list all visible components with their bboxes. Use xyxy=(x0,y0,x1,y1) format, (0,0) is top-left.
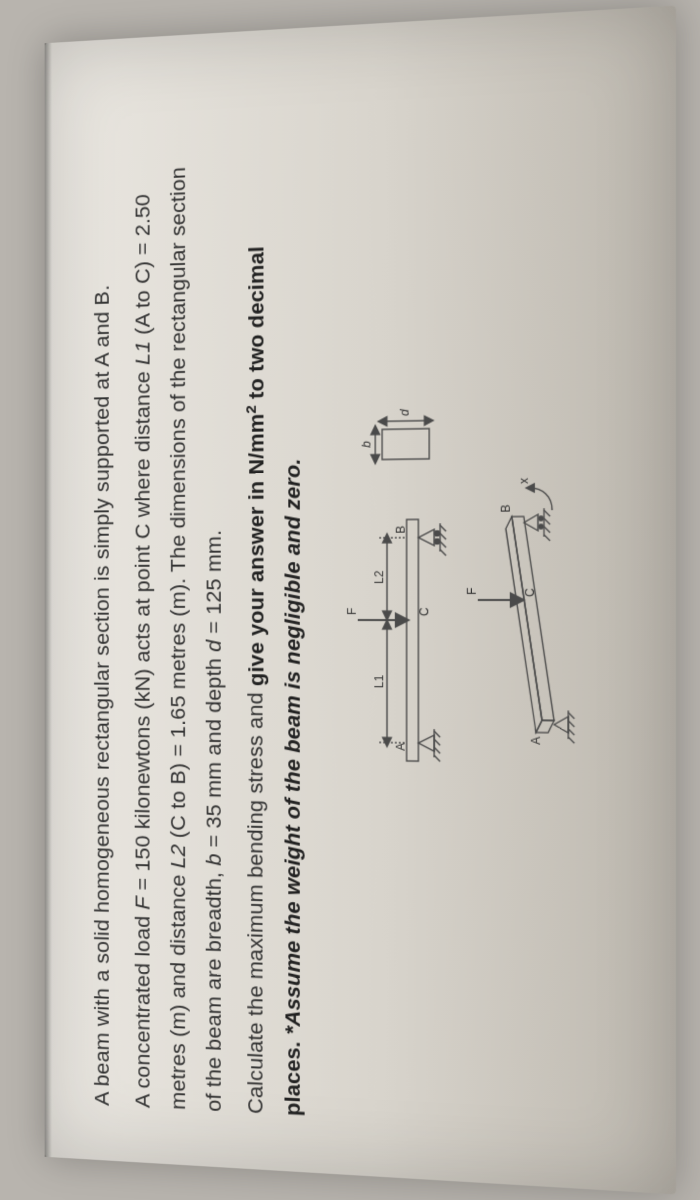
p5a: Calculate the maximum bending stress and xyxy=(244,686,268,1115)
label-C: C xyxy=(417,607,431,616)
p2d: L1 xyxy=(131,341,154,366)
paragraph-5: Calculate the maximum bending stress and… xyxy=(240,85,273,1115)
iso-label-B: B xyxy=(499,504,513,512)
p4b: b xyxy=(202,853,226,866)
paragraph-1: A beam with a solid homogeneous rectangu… xyxy=(87,94,118,1107)
document-paper: A beam with a solid homogeneous rectangu… xyxy=(45,6,676,1195)
p4e: = 125 mm. xyxy=(202,530,226,640)
p2c: = 150 kilonewtons (kN) acts at point C w… xyxy=(131,365,154,897)
paragraph-6: places. *Assume the weight of the beam i… xyxy=(277,83,310,1117)
p4a: of the beam are breadth, xyxy=(202,865,226,1112)
p3b: L2 xyxy=(166,844,189,869)
iso-label-F: F xyxy=(465,588,479,595)
beam-iso xyxy=(478,487,575,743)
beam-2d xyxy=(358,519,446,761)
label-F: F xyxy=(345,608,359,615)
p3a: metres (m) and distance xyxy=(166,868,189,1110)
p5b-text: give your answer in N/mm xyxy=(244,413,268,686)
label-A: A xyxy=(394,743,408,751)
p5c: to two decimal xyxy=(244,246,268,406)
paragraph-2: A concentrated load F = 150 kilonewtons … xyxy=(127,91,159,1108)
p2e: (A to C) = 2.50 xyxy=(131,193,154,341)
superscript-2: 2 xyxy=(243,405,259,414)
p2a: A concentrated load xyxy=(131,909,154,1108)
iso-label-C: C xyxy=(523,588,537,597)
label-d: d xyxy=(398,409,412,416)
paragraph-4: of the beam are breadth, b = 35 mm and d… xyxy=(198,87,230,1112)
beam-diagram: F L1 L2 A B C b d xyxy=(338,374,596,825)
page-wrap: A beam with a solid homogeneous rectangu… xyxy=(45,6,676,1195)
cross-section xyxy=(375,421,429,460)
label-B: B xyxy=(394,525,408,533)
p4d: d xyxy=(202,640,226,652)
label-L2: L2 xyxy=(372,571,386,584)
p3c: (C to B) = 1.65 metres (m). The dimensio… xyxy=(166,166,189,844)
iso-label-x: x xyxy=(517,478,531,484)
p2b: F xyxy=(131,896,154,910)
iso-label-A: A xyxy=(529,736,543,744)
p6b: *Assume the weight of the beam is neglig… xyxy=(280,458,304,1035)
p6a: places. xyxy=(280,1034,304,1116)
p5b: give your answer in N/mm2 to two decimal xyxy=(244,246,268,686)
label-b: b xyxy=(359,441,373,448)
figure-area: F L1 L2 A B C b d xyxy=(338,68,596,1133)
paragraph-3: metres (m) and distance L2 (C to B) = 1.… xyxy=(163,89,195,1110)
p4c: = 35 mm and depth xyxy=(202,652,226,854)
label-L1: L1 xyxy=(372,675,386,688)
cross-section-labels: b d xyxy=(359,409,411,448)
